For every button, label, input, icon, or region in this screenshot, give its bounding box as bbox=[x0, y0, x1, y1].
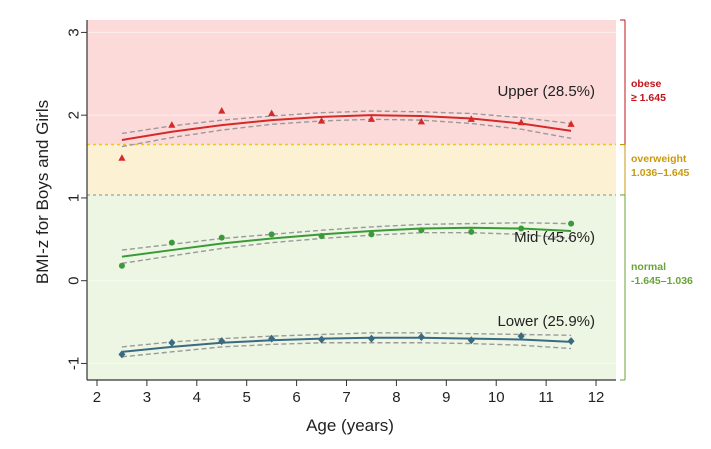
data-point bbox=[218, 234, 225, 241]
data-point bbox=[367, 334, 375, 343]
data-point bbox=[168, 121, 176, 128]
data-point bbox=[567, 120, 575, 127]
ci-lower-line bbox=[121, 118, 572, 148]
x-tick-label: 5 bbox=[243, 389, 251, 406]
data-point bbox=[168, 239, 175, 246]
y-axis-title: BMI-z for Boys and Girls bbox=[33, 100, 52, 284]
band-range-obese: ≥ 1.645 bbox=[631, 92, 666, 104]
data-point bbox=[118, 154, 126, 161]
y-tick-label: 2 bbox=[65, 111, 82, 119]
x-tick-label: 10 bbox=[488, 389, 505, 406]
data-point bbox=[367, 115, 376, 122]
y-tick-label: 1 bbox=[65, 194, 82, 202]
x-tick-label: 3 bbox=[143, 389, 151, 406]
series-label-upper: Upper (28.5%) bbox=[497, 83, 595, 100]
ci-upper-line bbox=[121, 222, 572, 251]
x-tick-label: 2 bbox=[93, 389, 101, 406]
data-point bbox=[418, 227, 425, 234]
data-point bbox=[517, 332, 525, 341]
x-tick-label: 12 bbox=[588, 389, 605, 406]
data-point bbox=[467, 336, 475, 345]
x-tick-label: 11 bbox=[538, 389, 554, 406]
series-group: Upper (28.5%) Mid (45.6%) Lower (25.9%) bbox=[118, 83, 595, 359]
band-label-overweight: overweight bbox=[631, 153, 687, 165]
ci-upper-line bbox=[121, 332, 572, 348]
band-normal bbox=[87, 194, 616, 380]
series-lower: Lower (25.9%) bbox=[118, 313, 595, 359]
data-point bbox=[417, 332, 425, 341]
band-labels: obese ≥ 1.645 overweight 1.036–1.645 normal -… bbox=[620, 19, 693, 381]
series-label-mid: Mid (45.6%) bbox=[514, 229, 595, 246]
fit-line bbox=[121, 336, 572, 353]
x-tick-label: 9 bbox=[442, 389, 450, 406]
band-overweight bbox=[87, 144, 616, 195]
x-tick-label: 4 bbox=[193, 389, 201, 406]
data-point bbox=[518, 225, 525, 232]
data-point bbox=[318, 335, 326, 344]
band-range-normal: -1.645–1.036 bbox=[631, 275, 693, 287]
series-label-lower: Lower (25.9%) bbox=[497, 313, 595, 330]
data-point bbox=[417, 117, 425, 125]
data-point bbox=[218, 337, 226, 346]
band-range-overweight: 1.036–1.645 bbox=[631, 167, 690, 179]
classification-bands bbox=[87, 20, 616, 380]
data-point bbox=[318, 233, 325, 239]
series-mid: Mid (45.6%) bbox=[118, 220, 595, 269]
data-point bbox=[368, 231, 375, 238]
y-tick-label: 0 bbox=[65, 277, 82, 285]
data-point bbox=[517, 118, 525, 126]
y-tick-label: -1 bbox=[65, 357, 82, 370]
y-tick-label: 3 bbox=[65, 28, 82, 36]
data-point bbox=[567, 337, 575, 346]
band-label-normal: normal bbox=[631, 261, 666, 273]
x-tick-label: 7 bbox=[342, 389, 350, 406]
data-point bbox=[218, 107, 226, 114]
ci-upper-line bbox=[121, 110, 572, 135]
ci-lower-line bbox=[121, 231, 572, 265]
data-point bbox=[268, 334, 276, 343]
series-upper: Upper (28.5%) bbox=[118, 83, 595, 161]
data-point bbox=[568, 220, 575, 227]
x-axis-title: Age (years) bbox=[306, 416, 394, 435]
data-point bbox=[118, 262, 125, 269]
x-tick-label: 6 bbox=[292, 389, 300, 406]
fit-line bbox=[121, 114, 572, 141]
data-point bbox=[468, 228, 475, 235]
data-point bbox=[317, 116, 326, 124]
data-point bbox=[467, 115, 475, 122]
data-point bbox=[268, 231, 275, 238]
band-label-obese: obese bbox=[631, 78, 662, 90]
x-tick-label: 8 bbox=[392, 389, 400, 406]
data-point bbox=[118, 350, 126, 359]
ci-lower-line bbox=[121, 342, 572, 358]
fit-line bbox=[121, 226, 572, 258]
data-point bbox=[168, 338, 176, 347]
data-point bbox=[268, 109, 276, 117]
